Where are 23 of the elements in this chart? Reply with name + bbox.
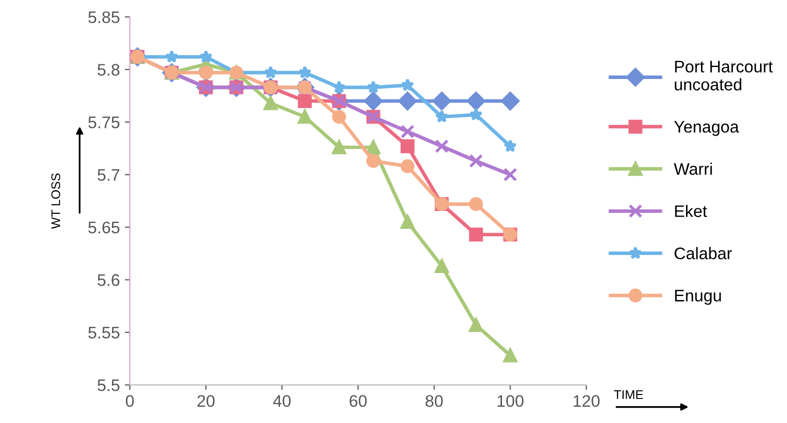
legend-label: Enugu [675, 290, 721, 305]
legend-label: Calabar [674, 247, 732, 260]
legend-label: Eket [675, 204, 708, 218]
y-tick-label: 5.7 [98, 169, 120, 181]
x-tick-label: 80 [426, 395, 443, 407]
x-tick-label: 60 [350, 395, 367, 407]
y-tick-label: 5.6 [98, 274, 120, 286]
y-axis-title: WT LOSS [51, 173, 60, 229]
legend-label: Port Harcourt uncoated [674, 60, 773, 90]
x-tick-label: 20 [198, 395, 215, 407]
y-tick-label: 5.5 [98, 380, 120, 392]
x-tick-label: 100 [498, 395, 524, 407]
x-tick-label: 120 [574, 395, 600, 407]
legend-label: Yenagoa [674, 121, 739, 136]
x-axis-title: TIME [614, 390, 644, 399]
y-tick-label: 5.85 [88, 11, 120, 24]
y-tick-label: 5.65 [88, 222, 120, 234]
y-tick-label: 5.75 [88, 116, 120, 128]
y-tick-label: 5.55 [88, 326, 120, 339]
legend-label: Warri [674, 162, 712, 175]
x-tick-label: 0 [126, 395, 134, 407]
x-tick-label: 40 [273, 395, 291, 407]
y-tick-label: 5.8 [98, 64, 120, 76]
